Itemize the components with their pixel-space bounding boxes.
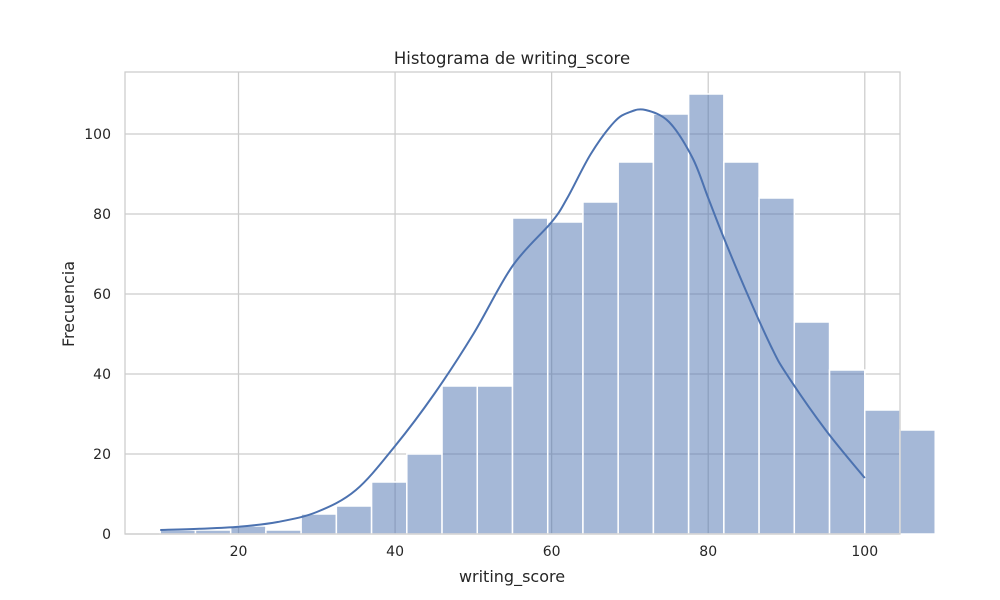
y-tick-label: 20 [93,447,111,463]
y-tick-label: 60 [93,287,111,303]
histogram-bar [476,385,514,535]
histogram-bar [617,161,655,535]
y-tick-label: 40 [93,367,111,383]
histogram-bar [864,409,901,535]
kde-line [160,108,866,531]
histogram-bar [828,369,866,535]
histogram-bar [300,513,338,535]
y-tick-label: 100 [84,127,111,143]
y-tick-label: 0 [102,527,111,543]
x-tick-label: 40 [386,544,404,560]
histogram-bar [546,221,584,535]
x-tick-label: 60 [543,544,561,560]
histogram-bar [652,113,690,535]
y-axis-label: Frecuencia [59,261,78,347]
histogram-bar [406,453,443,535]
histogram-bar [370,481,408,535]
histogram-bar [899,429,936,535]
x-tick-label: 80 [699,544,717,560]
histogram-bar [441,385,479,535]
histogram-bar [723,161,760,535]
y-tick-label: 80 [93,207,111,223]
histogram-bar [758,197,796,535]
plot-frame [124,71,901,535]
chart-title: Histograma de writing_score [394,49,630,69]
x-axis-label: writing_score [459,567,565,587]
x-tick-label: 100 [851,544,878,560]
histogram-bar [511,217,549,535]
histogram-bar [582,201,619,535]
histogram-bar [335,505,373,535]
bars-layer [159,93,936,535]
ticks-layer: 20 40 60 80 100 0 20 40 60 80 100 [84,127,878,560]
x-tick-label: 20 [230,544,248,560]
